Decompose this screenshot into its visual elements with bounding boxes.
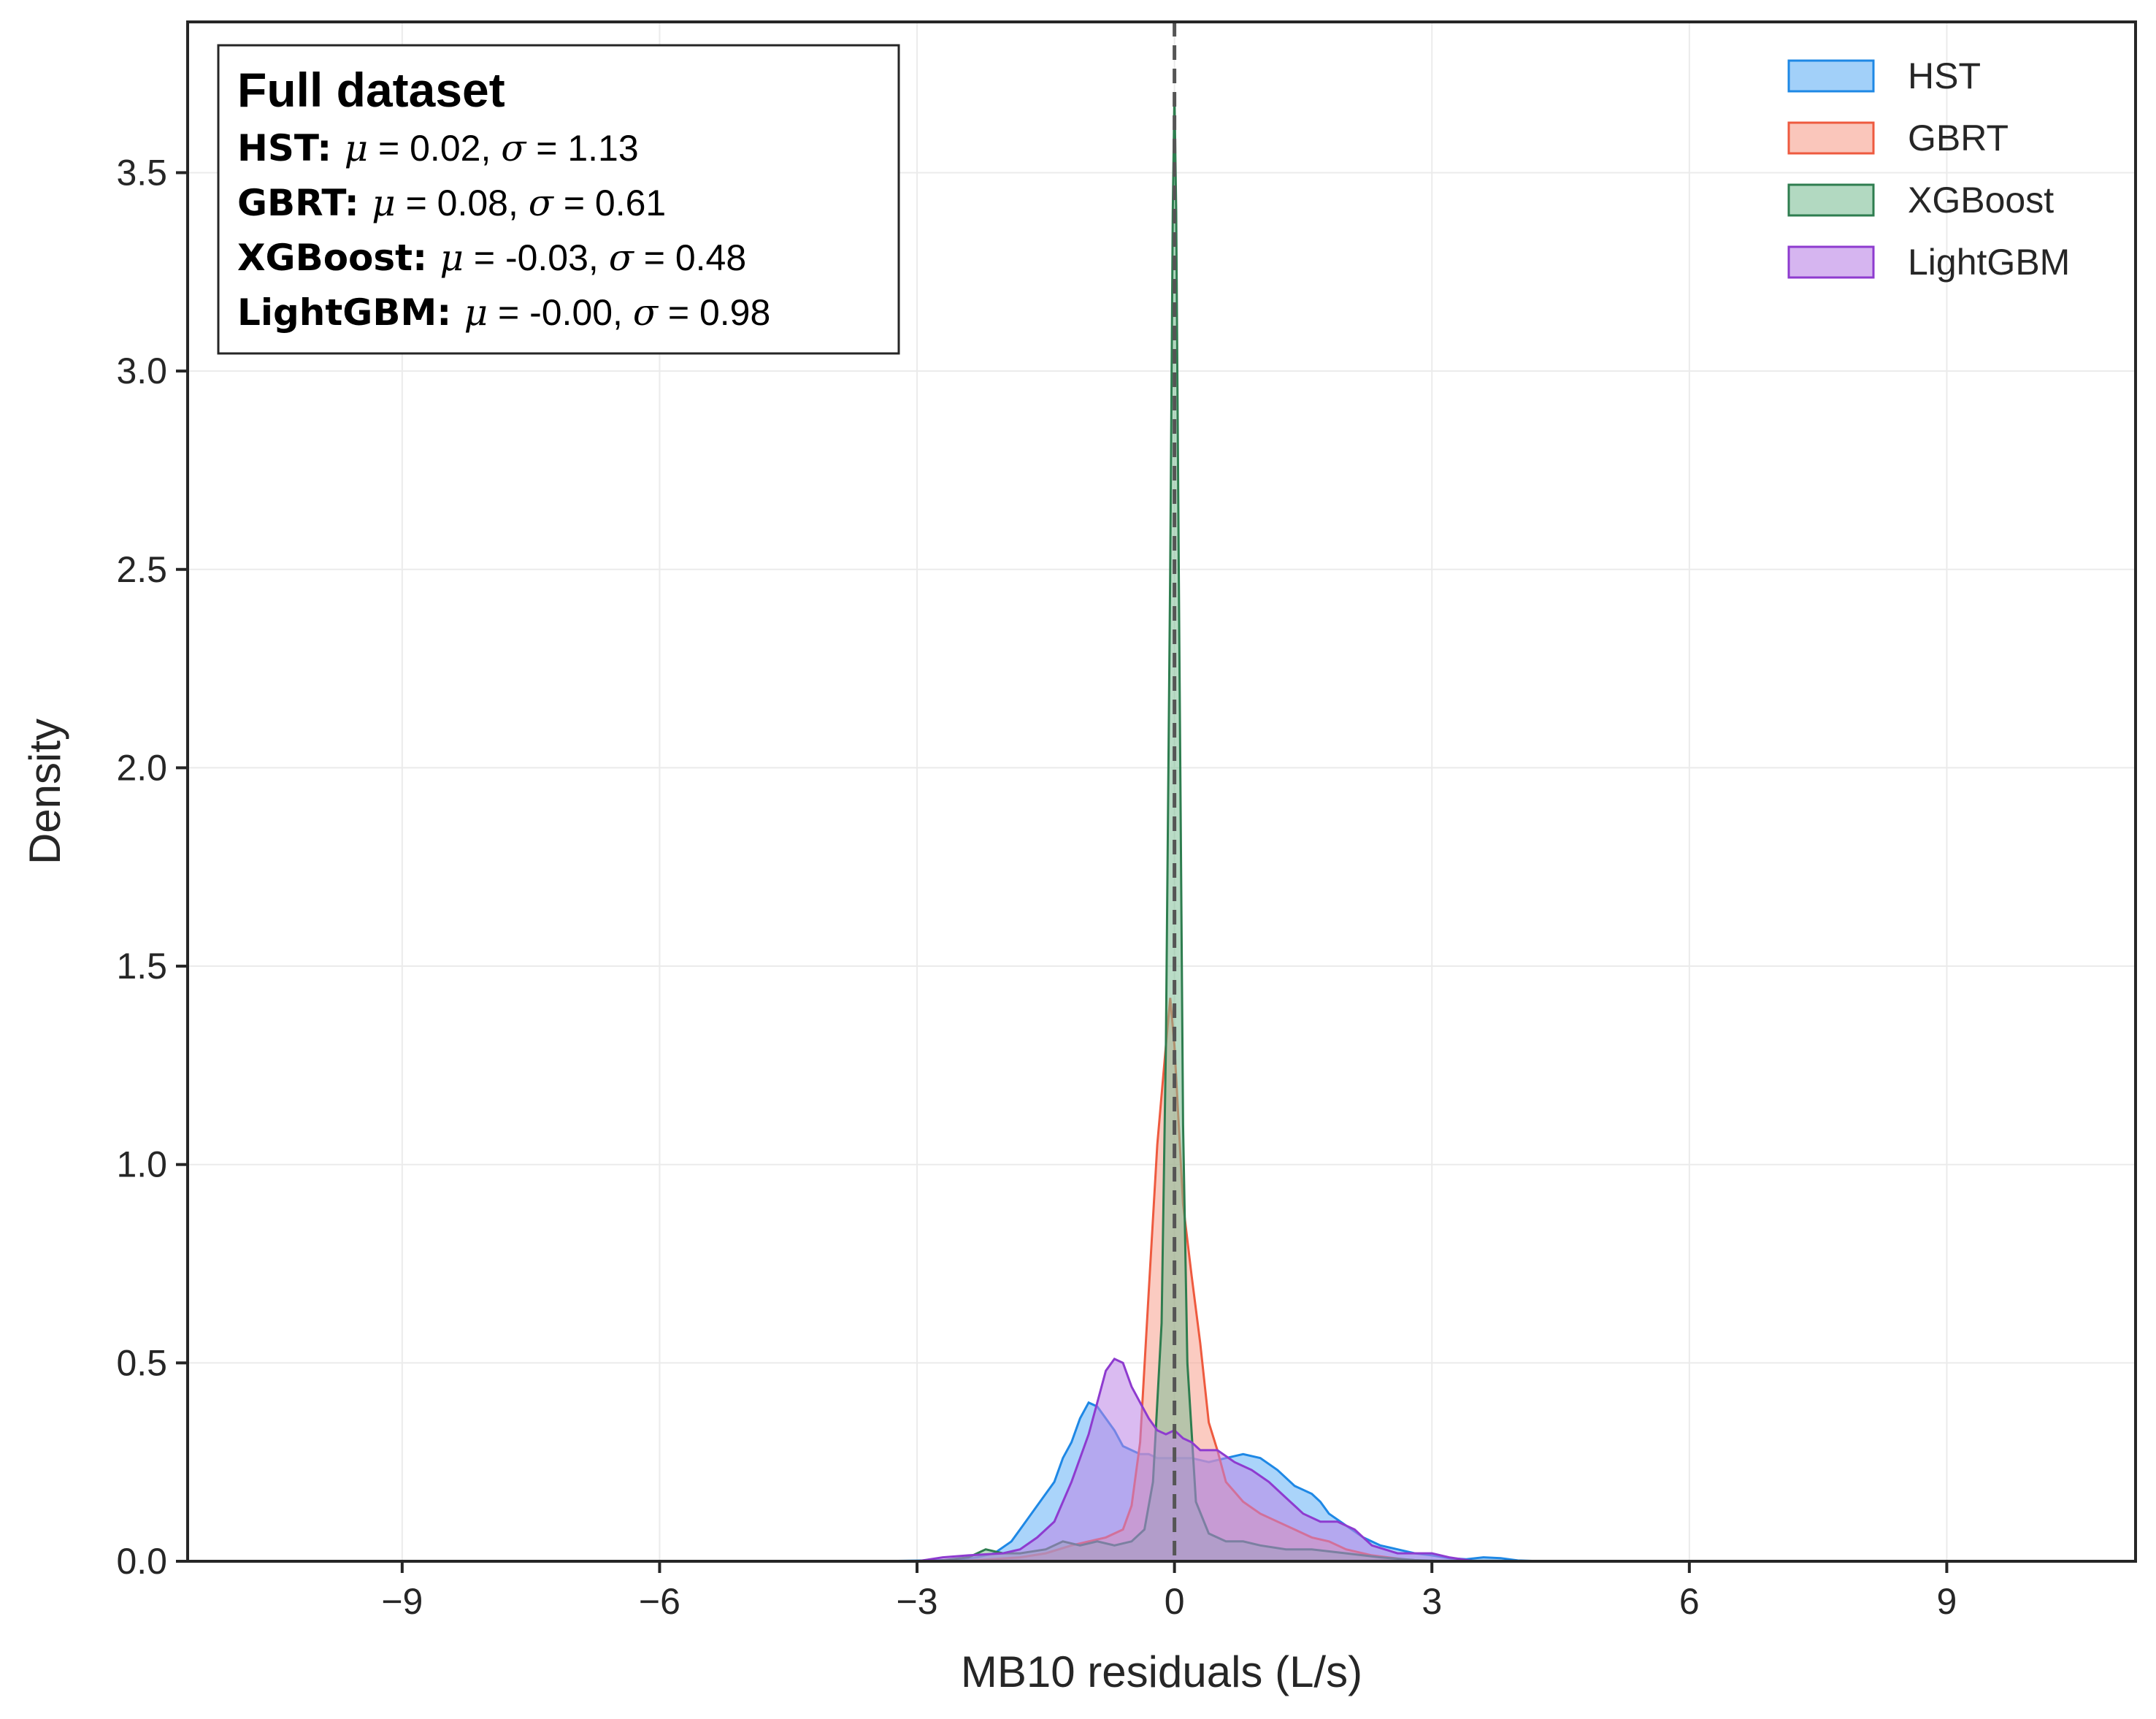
- stats-model-name: GBRT:: [237, 182, 372, 224]
- x-tick-label-2: −3: [897, 1581, 938, 1622]
- stats-line-hst: HST: μ = 0.02, σ = 1.13: [237, 127, 639, 169]
- stats-frame: [217, 44, 900, 355]
- stats-line-xgboost: XGBoost: μ = -0.03, σ = 0.48: [237, 237, 746, 279]
- legend-swatch-hst: [1787, 59, 1875, 93]
- legend-swatch-lightgbm: [1787, 245, 1875, 279]
- x-tick-label-1: −6: [639, 1581, 680, 1622]
- x-tick-label-3: 0: [1165, 1581, 1185, 1622]
- y-axis-label: Density: [20, 719, 69, 865]
- mu-symbol: μ: [440, 237, 464, 279]
- stats-title: Full dataset: [237, 63, 505, 117]
- stats-mu-value: = 0.02,: [368, 128, 501, 169]
- stats-sigma-value: = 0.48: [634, 237, 746, 278]
- stats-sigma-value: = 0.98: [658, 292, 770, 333]
- stats-mu-value: = 0.08,: [396, 183, 529, 223]
- y-tick-label-1: 0.5: [116, 1342, 167, 1383]
- sigma-symbol: σ: [501, 127, 527, 169]
- x-tick-label-5: 6: [1679, 1581, 1700, 1622]
- mu-symbol: μ: [372, 182, 396, 224]
- mu-symbol: μ: [464, 291, 488, 334]
- sigma-symbol: σ: [609, 237, 635, 279]
- y-axis-ticks: 0.0 0.5 1.0 1.5 2.0 2.5 3.0 3.5: [116, 152, 188, 1582]
- y-tick-label-0: 0.0: [116, 1541, 167, 1582]
- density-line-lightgbm: [916, 1358, 1476, 1563]
- y-tick-label-7: 3.5: [116, 152, 167, 193]
- grid: [188, 22, 2136, 1562]
- density-area-lightgbm: [917, 1358, 1475, 1561]
- x-tick-label-0: −9: [381, 1581, 423, 1622]
- legend-label-lightgbm: LightGBM: [1908, 242, 2070, 283]
- sigma-symbol: σ: [529, 182, 555, 224]
- legend-label-xgboost: XGBoost: [1908, 180, 2054, 221]
- density-series: [874, 93, 1544, 1563]
- y-tick-label-5: 2.5: [116, 549, 167, 590]
- stats-mu-value: = -0.00,: [488, 292, 633, 333]
- stats-model-name: XGBoost:: [237, 237, 440, 279]
- stats-line-gbrt: GBRT: μ = 0.08, σ = 0.61: [237, 182, 666, 224]
- mu-symbol: μ: [345, 127, 369, 169]
- stats-model-name: HST:: [237, 127, 345, 169]
- y-tick-label-6: 3.0: [116, 351, 167, 391]
- x-axis-label: MB10 residuals (L/s): [961, 1647, 1362, 1696]
- plot-frame: [186, 20, 2137, 1563]
- sigma-symbol: σ: [633, 291, 659, 334]
- y-tick-label-3: 1.5: [116, 946, 167, 987]
- x-tick-label-6: 9: [1937, 1581, 1957, 1622]
- legend-label-hst: HST: [1908, 55, 1981, 96]
- stats-line-lightgbm: LightGBM: μ = -0.00, σ = 0.98: [237, 291, 770, 334]
- legend-swatch-gbrt: [1787, 121, 1875, 155]
- stats-mu-value: = -0.03,: [464, 237, 609, 278]
- x-tick-label-4: 3: [1422, 1581, 1442, 1622]
- x-axis-ticks: −9 −6 −3 0 3 6 9: [381, 1561, 1957, 1622]
- stats-box: Full dataset HST: μ = 0.02, σ = 1.13 GBRT…: [217, 44, 900, 355]
- stats-model-name: LightGBM:: [237, 291, 464, 334]
- y-tick-label-4: 2.0: [116, 747, 167, 788]
- stats-sigma-value: = 0.61: [553, 183, 666, 223]
- stats-sigma-value: = 1.13: [526, 128, 638, 169]
- legend-label-gbrt: GBRT: [1908, 118, 2009, 158]
- legend-swatch-xgboost: [1787, 183, 1875, 217]
- legend: HST GBRT XGBoost LightGBM: [1787, 55, 2070, 283]
- y-tick-label-2: 1.0: [116, 1144, 167, 1185]
